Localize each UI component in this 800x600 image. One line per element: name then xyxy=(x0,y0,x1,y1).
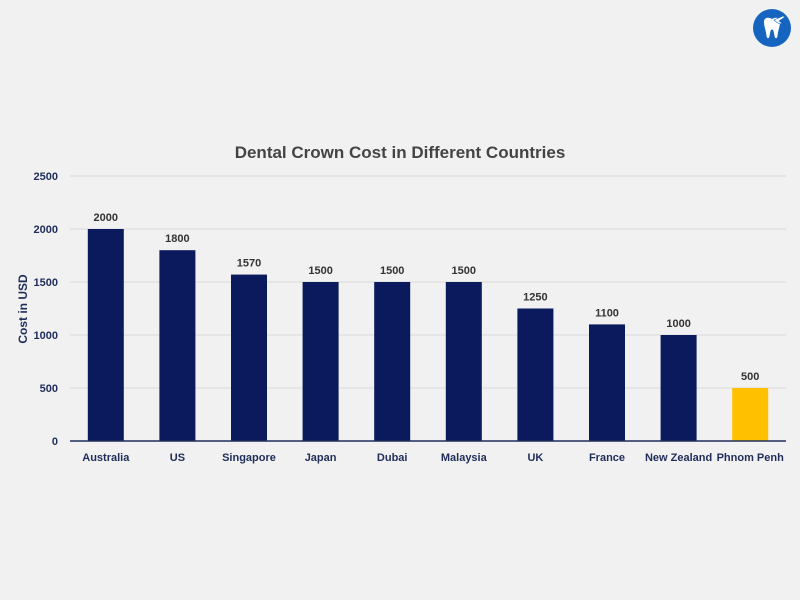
data-label: 500 xyxy=(741,371,759,383)
bar-dubai xyxy=(374,282,411,441)
y-tick-label: 2500 xyxy=(34,171,58,183)
bar-new-zealand xyxy=(660,335,697,441)
x-tick-label: UK xyxy=(527,452,543,464)
bar-australia xyxy=(87,229,124,441)
bar-japan xyxy=(302,282,339,441)
x-tick-label: France xyxy=(589,452,625,464)
bar-france xyxy=(589,324,625,441)
bar-malaysia xyxy=(445,282,482,441)
data-label: 1500 xyxy=(380,265,404,277)
data-label: 1800 xyxy=(165,233,189,245)
data-label: 1100 xyxy=(595,307,619,319)
x-tick-label: New Zealand xyxy=(645,452,712,464)
x-axis-ticks: Australia US Singapore Japan Dubai Malaysia UK… xyxy=(82,452,784,464)
bar-phnom-penh xyxy=(732,388,769,441)
x-tick-label: Phnom Penh xyxy=(717,452,785,464)
y-tick-label: 0 xyxy=(52,436,58,448)
x-tick-label: Singapore xyxy=(222,452,276,464)
y-axis-label: Cost in USD xyxy=(16,274,30,344)
bar-us xyxy=(159,250,196,441)
x-tick-label: Australia xyxy=(82,452,130,464)
y-tick-label: 2000 xyxy=(34,224,58,236)
y-tick-label: 1500 xyxy=(34,277,58,289)
data-label: 1500 xyxy=(308,265,332,277)
data-label: 1500 xyxy=(452,265,476,277)
data-labels: 2000 1800 1570 1500 1500 1500 1250 1100 1000 500 xyxy=(94,212,760,383)
y-tick-label: 500 xyxy=(40,383,58,395)
x-tick-label: US xyxy=(170,452,185,464)
y-tick-label: 1000 xyxy=(34,330,58,342)
chart-title: Dental Crown Cost in Different Countries xyxy=(235,143,566,162)
bars xyxy=(87,229,769,441)
data-label: 1000 xyxy=(666,318,690,330)
bar-singapore xyxy=(231,274,267,441)
x-tick-label: Malaysia xyxy=(441,452,488,464)
x-tick-label: Dubai xyxy=(377,452,408,464)
data-label: 1250 xyxy=(523,292,547,304)
x-tick-label: Japan xyxy=(305,452,337,464)
y-axis-ticks: 0 500 1000 1500 2000 2500 xyxy=(34,171,58,448)
tooth-airplane-logo-icon xyxy=(753,9,791,47)
data-label: 1570 xyxy=(237,258,261,270)
data-label: 2000 xyxy=(94,212,118,224)
bar-uk xyxy=(517,308,554,441)
